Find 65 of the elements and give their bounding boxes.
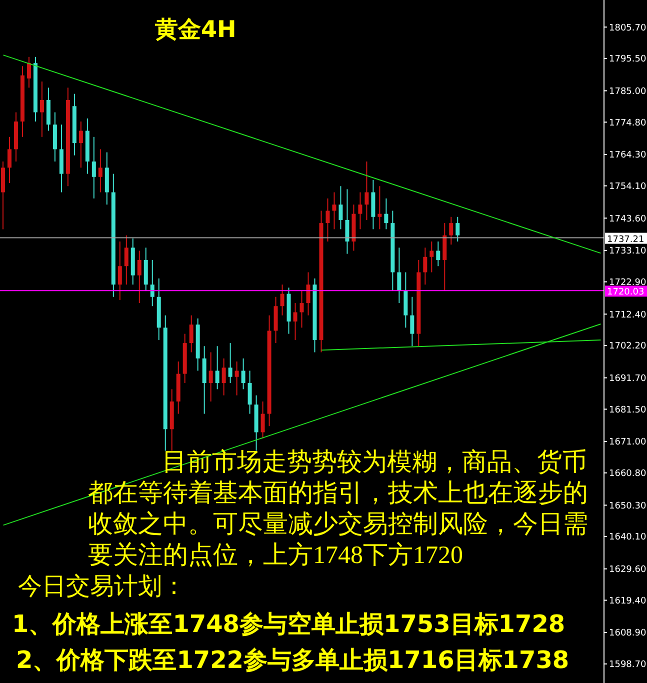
y-tick-label: 1702.20 [609,342,646,352]
candlestick [456,216,460,242]
y-tick-label: 1691.70 [609,374,646,384]
candlestick [92,136,96,199]
candlestick [118,241,122,300]
y-tick-label: 1608.90 [609,628,646,639]
candlestick [384,198,388,230]
annotation: 今日交易计划： [18,572,186,602]
candlestick [260,400,265,439]
candlestick [40,81,44,138]
candlestick [338,186,343,230]
y-tick-label: 1681.50 [609,405,646,416]
candlestick [345,188,350,254]
y-tick-label: 1754.10 [609,182,646,192]
text: 黄金4H [155,16,236,45]
candlestick [222,358,226,396]
y-tick-label: 1764.30 [609,150,646,161]
candlestick [241,358,246,390]
candlestick [98,148,102,193]
y-tick-label: 1619.40 [609,596,646,606]
ref-line-label: 1737.21 [607,234,644,245]
candlestick [280,284,284,316]
candlestick [364,161,369,220]
candlestick [332,192,336,230]
y-tick-label: 1733.10 [609,246,646,257]
candlestick [137,250,142,304]
candlestick [26,56,31,88]
candlestick [378,186,382,230]
candlestick [293,302,298,340]
candlestick [248,370,252,414]
candlestick [423,247,428,286]
annotation: 2、价格下跌至1722参与多单止损1716目标1738 [16,645,570,676]
candlestick [7,136,12,184]
y-tick-label: 1671.00 [609,438,646,448]
candlestick [326,198,330,242]
y-tick-label: 1660.80 [609,469,646,480]
candlestick [228,342,232,384]
candlestick [124,234,128,286]
candlestick [300,290,304,328]
candlestick [78,121,83,168]
candlestick [430,241,434,273]
y-tick-label: 1805.70 [609,23,646,34]
y-tick-label: 1774.80 [609,118,646,128]
candlestick [234,361,239,396]
candlestick [449,216,454,246]
y-tick-label: 1650.30 [609,501,646,512]
candlestick [410,296,414,347]
candlestick [150,259,154,307]
candlestick [436,241,440,267]
ref-line-label: 1720.03 [607,288,644,298]
candlestick [358,192,362,230]
y-tick-label: 1629.60 [609,565,646,576]
y-tick-label: 1722.90 [609,278,646,288]
y-tick-label: 1640.10 [609,532,646,543]
y-tick-label: 1795.50 [609,54,646,65]
y-tick-label: 1712.40 [609,310,646,320]
y-tick-label: 1785.00 [609,86,646,97]
annotation: 1、价格上涨至1748参与空单止损1753目标1728 [12,609,566,640]
candlestick [189,314,194,353]
candlestick [215,346,220,390]
y-tick-label: 1598.70 [609,660,646,670]
candlestick [306,272,310,316]
candlestick [208,352,213,402]
candlestick [397,247,402,304]
y-tick-label: 1743.60 [609,214,646,224]
